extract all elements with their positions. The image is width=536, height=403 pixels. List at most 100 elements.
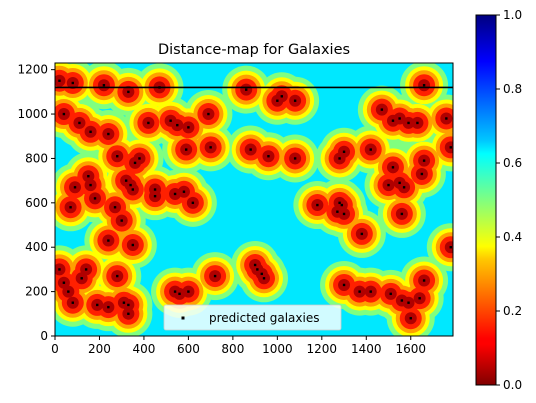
x-tick-label-5: 1000 <box>262 342 293 356</box>
galaxy-point-51 <box>341 204 343 206</box>
galaxy-point-38 <box>450 146 452 148</box>
galaxy-point-54 <box>398 182 400 184</box>
galaxy-point-85 <box>256 268 258 270</box>
galaxy-point-9 <box>63 113 65 115</box>
galaxy-point-33 <box>338 157 340 159</box>
colorbar-tick-label-0: 0.0 <box>503 378 522 392</box>
galaxy-point-31 <box>267 155 269 157</box>
galaxy-point-42 <box>94 197 96 199</box>
galaxy-point-69 <box>63 282 65 284</box>
galaxy-point-78 <box>127 304 129 306</box>
galaxy-point-25 <box>116 155 118 157</box>
galaxy-point-2 <box>103 84 105 86</box>
colorbar-tick-label-4: 0.8 <box>503 82 522 96</box>
y-tick-label-0: 0 <box>40 329 48 343</box>
galaxy-point-59 <box>121 219 123 221</box>
galaxy-point-83 <box>214 275 216 277</box>
galaxy-point-95 <box>418 297 420 299</box>
galaxy-point-50 <box>338 202 340 204</box>
x-tick-label-0: 0 <box>51 342 59 356</box>
colorbar-tick-label-5: 1.0 <box>503 8 522 22</box>
galaxy-point-16 <box>187 126 189 128</box>
colorbar: 0.0 0.2 0.4 0.6 0.8 1.0 <box>476 8 522 392</box>
galaxy-point-92 <box>401 299 403 301</box>
galaxy-point-58 <box>114 206 116 208</box>
galaxy-point-1 <box>72 82 74 84</box>
galaxy-point-66 <box>132 244 134 246</box>
galaxy-point-12 <box>107 133 109 135</box>
galaxy-point-35 <box>370 148 372 150</box>
galaxy-point-44 <box>129 184 131 186</box>
galaxy-point-81 <box>178 293 180 295</box>
galaxy-point-53 <box>387 184 389 186</box>
y-tick-label-4: 800 <box>25 151 48 165</box>
galaxy-point-63 <box>361 233 363 235</box>
x-tick-label-1: 200 <box>88 342 111 356</box>
galaxy-point-52 <box>343 213 345 215</box>
galaxy-point-23 <box>416 122 418 124</box>
x-tick-label-4: 800 <box>221 342 244 356</box>
galaxy-point-73 <box>85 268 87 270</box>
galaxy-point-67 <box>450 246 452 248</box>
galaxy-point-43 <box>125 179 127 181</box>
galaxy-point-60 <box>154 195 156 197</box>
x-tick-label-3: 600 <box>177 342 200 356</box>
x-tick-label-6: 1200 <box>307 342 338 356</box>
galaxy-point-28 <box>185 148 187 150</box>
galaxy-point-57 <box>69 206 71 208</box>
galaxy-point-17 <box>207 113 209 115</box>
galaxy-point-19 <box>381 108 383 110</box>
y-tick-label-5: 1000 <box>17 107 48 121</box>
galaxy-point-74 <box>96 304 98 306</box>
legend-marker <box>182 317 185 320</box>
galaxy-point-7 <box>294 100 296 102</box>
colorbar-ticks: 0.0 0.2 0.4 0.6 0.8 1.0 <box>496 8 522 392</box>
y-axis: 0 200 400 600 800 1000 1200 <box>17 63 55 343</box>
y-tick-label-3: 600 <box>25 196 48 210</box>
x-axis: 0 200 400 600 800 1000 1200 1400 1600 <box>51 336 426 356</box>
galaxy-point-21 <box>398 117 400 119</box>
galaxy-point-10 <box>78 122 80 124</box>
galaxy-point-82 <box>187 290 189 292</box>
galaxy-point-71 <box>72 302 74 304</box>
plot-area: predicted galaxies <box>35 57 474 342</box>
galaxy-point-45 <box>132 188 134 190</box>
galaxy-point-90 <box>370 290 372 292</box>
galaxy-point-55 <box>403 186 405 188</box>
galaxy-point-15 <box>176 124 178 126</box>
galaxy-point-36 <box>392 166 394 168</box>
chart-title: Distance-map for Galaxies <box>158 42 350 58</box>
galaxy-point-14 <box>169 120 171 122</box>
colorbar-tick-label-2: 0.4 <box>503 230 522 244</box>
galaxy-point-89 <box>358 290 360 292</box>
y-tick-label-2: 400 <box>25 240 48 254</box>
galaxy-point-6 <box>281 95 283 97</box>
galaxy-point-47 <box>174 193 176 195</box>
galaxy-point-65 <box>107 239 109 241</box>
y-tick-label-6: 1200 <box>17 63 48 77</box>
galaxy-point-5 <box>245 88 247 90</box>
galaxy-point-49 <box>316 204 318 206</box>
galaxy-point-37 <box>423 159 425 161</box>
galaxy-point-76 <box>116 275 118 277</box>
galaxy-point-18 <box>276 100 278 102</box>
galaxy-point-79 <box>127 313 129 315</box>
galaxy-point-56 <box>421 173 423 175</box>
galaxy-point-94 <box>410 317 412 319</box>
legend: predicted galaxies <box>164 305 341 330</box>
galaxy-point-11 <box>89 131 91 133</box>
legend-label: predicted galaxies <box>209 311 319 325</box>
galaxy-point-84 <box>254 264 256 266</box>
galaxy-point-86 <box>261 273 263 275</box>
colorbar-tick-label-1: 0.2 <box>503 304 522 318</box>
galaxy-point-39 <box>74 186 76 188</box>
x-tick-label-2: 400 <box>132 342 155 356</box>
galaxy-point-40 <box>87 175 89 177</box>
galaxy-point-68 <box>58 268 60 270</box>
galaxy-point-22 <box>407 122 409 124</box>
galaxy-point-46 <box>154 188 156 190</box>
galaxy-point-24 <box>445 117 447 119</box>
galaxy-point-34 <box>343 151 345 153</box>
galaxy-point-41 <box>89 184 91 186</box>
colorbar-tick-label-3: 0.6 <box>503 156 522 170</box>
